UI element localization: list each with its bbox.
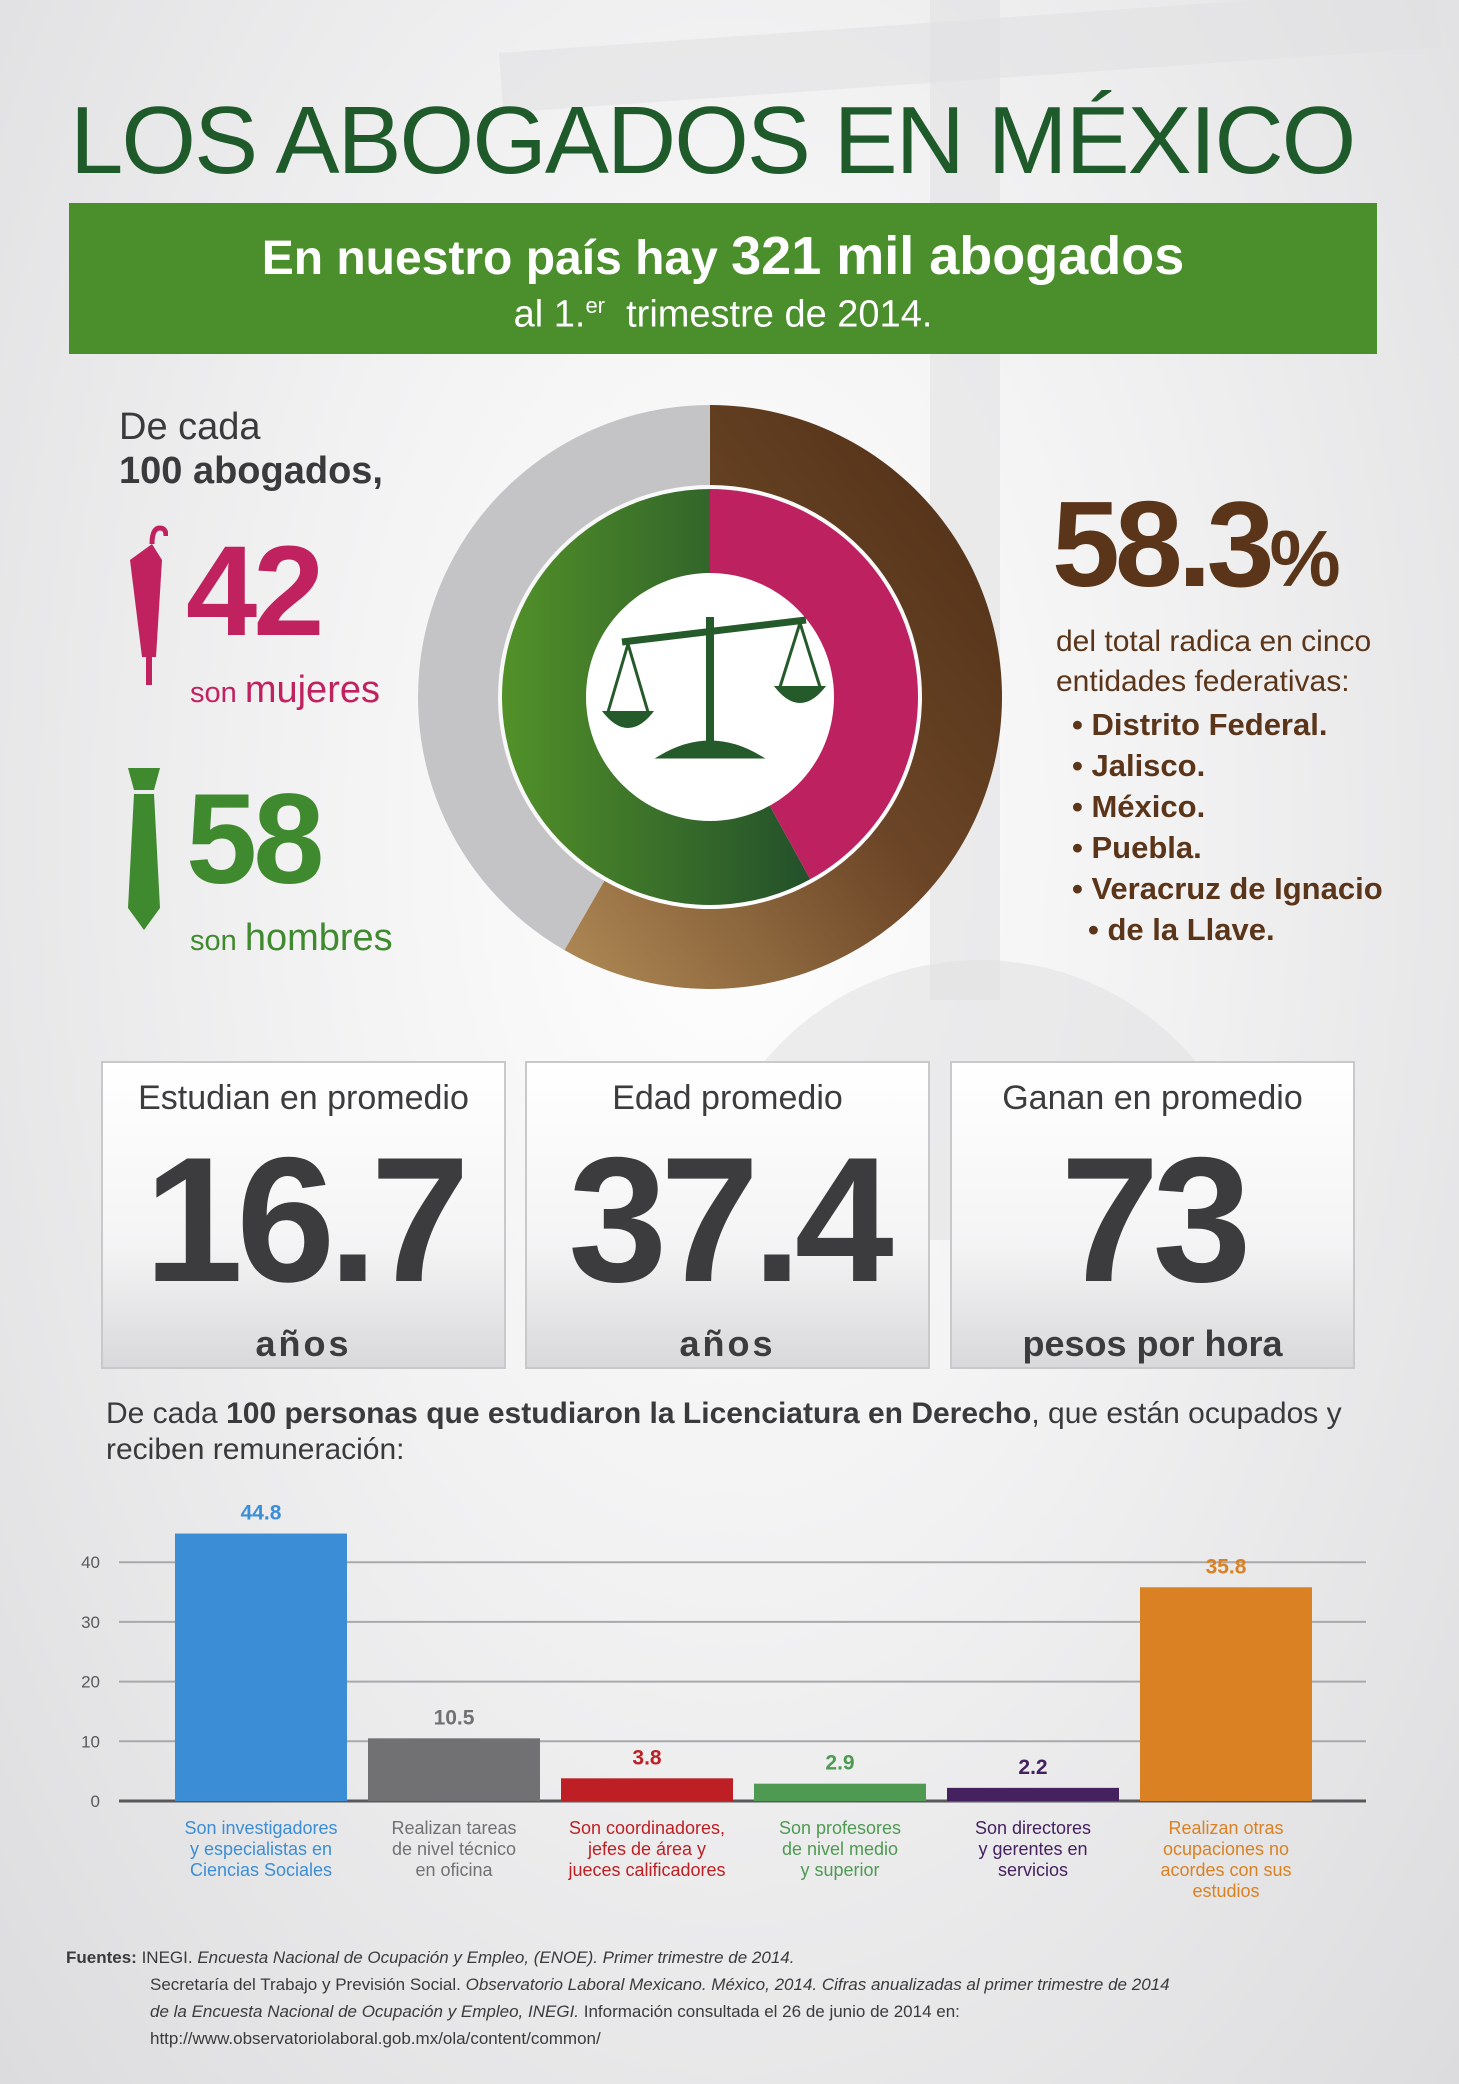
category-label-line: acordes con sus [1160,1860,1292,1880]
bar [947,1787,1119,1801]
category-label: Son profesores de nivel medio y superior [747,1818,933,1881]
category-label-line: Ciencias Sociales [189,1860,333,1880]
gender-intro: De cada 100 abogados, [119,405,383,493]
bar [175,1533,347,1801]
category-label: Realizan tareas de nivel técnico en oficin… [361,1818,547,1881]
intro-line: De cada [119,406,261,448]
stat-label: Edad promedio [612,1079,843,1117]
stat-unit: años [255,1322,352,1364]
stat-box-schooling: Estudian en promedio 16.7 años [101,1061,506,1369]
bar-value-label: 2.9 [825,1752,854,1775]
bar-value-label: 35.8 [1206,1555,1247,1578]
bar [368,1738,540,1801]
stat-label: Ganan en promedio [1002,1079,1303,1117]
category-label-line: en oficina [415,1860,493,1880]
category-label-line: Realizan tareas [391,1818,517,1838]
category-label: Son directores y gerentes en servicios [940,1818,1126,1881]
bar-value-label: 3.8 [632,1746,662,1769]
women-label: son mujeres [190,669,380,711]
category-label-line: jefes de área y [587,1839,707,1859]
scales-of-justice-icon [601,616,827,759]
concentration-percent: 58.3% [1052,476,1341,612]
banner-text: En nuestro país hay [261,232,732,285]
stat-value: 16.7 [144,1120,469,1319]
outer-ring-five-states [564,405,1002,989]
banner-highlight: 321 mil abogados [731,226,1185,286]
category-label-line: Realizan otras [1168,1818,1284,1838]
category-label-line: y gerentes en [978,1839,1088,1859]
states-list: Distrito Federal. Jalisco. México. Puebl… [1072,704,1383,950]
category-label-line: Son coordinadores, [568,1818,726,1838]
men-count: 58 [186,768,324,911]
source-url: http://www.observatoriolaboral.gob.mx/ol… [150,2029,601,2048]
category-label-line: de nivel técnico [391,1839,517,1859]
men-label: son hombres [190,917,393,959]
category-label: Son investigadores y especialistas en Cien… [168,1818,354,1881]
occupation-bar-chart: 0 10 20 30 40 44.8 10.5 3.8 2.9 2.2 35.8 [81,1502,1366,1811]
state-item: Puebla. [1072,827,1383,868]
state-item: Veracruz de Ignacio [1072,868,1382,909]
category-label-line: ocupaciones no [1162,1839,1290,1859]
y-tick-label: 20 [81,1673,100,1692]
bar-value-label: 44.8 [241,1502,282,1525]
y-tick-label: 10 [81,1732,100,1751]
category-label: Son coordinadores, jefes de área y jueces … [554,1818,740,1881]
category-label: Realizan otras ocupaciones no acordes con … [1133,1818,1319,1902]
bar-value-label: 2.2 [1018,1756,1047,1779]
stat-unit: pesos por hora [1022,1322,1283,1364]
category-label-line: estudios [1192,1881,1260,1901]
y-tick-label: 40 [81,1553,100,1572]
state-item: Distrito Federal. [1072,704,1383,745]
tie-icon [128,768,160,930]
stat-box-age: Edad promedio 37.4 años [525,1061,930,1369]
category-label-line: de nivel medio [781,1839,899,1859]
stat-label: Estudian en promedio [138,1079,469,1117]
bar-value-label: 10.5 [434,1706,475,1729]
donut-chart [418,405,1002,989]
concentration-text: del total radica en cinco entidades feder… [1056,625,1372,698]
category-label-line: Son profesores [778,1818,902,1838]
category-label-line: y especialistas en [189,1839,333,1859]
page-title: LOS ABOGADOS EN MÉXICO [70,87,1356,194]
headline-banner: En nuestro país hay 321 mil abogados al … [69,203,1377,354]
y-tick-label: 0 [91,1792,100,1811]
chart-intro: De cada 100 personas que estudiaron la L… [106,1397,1342,1466]
bar [1140,1587,1312,1801]
stat-value: 37.4 [568,1120,893,1319]
outer-ring-rest [418,405,710,951]
y-tick-label: 30 [81,1613,100,1632]
category-label-line: Son directores [974,1818,1092,1838]
state-item: Jalisco. [1072,745,1383,786]
category-label-line: servicios [997,1860,1068,1880]
state-item: México. [1072,786,1383,827]
sources-label: Fuentes: [66,1948,137,1967]
umbrella-icon [130,525,168,685]
banner-subtext: al 1. [513,293,586,336]
bar [754,1783,926,1801]
women-count: 42 [186,520,324,663]
bar [561,1778,733,1801]
state-item-cont: de la Llave. [1072,909,1383,950]
intro-line-bold: 100 abogados, [119,450,383,492]
category-label-line: jueces calificadores [568,1860,726,1880]
banner-subtext-end: trimestre de 2014. [605,293,933,336]
stat-unit: años [679,1322,776,1364]
stat-box-income: Ganan en promedio 73 pesos por hora [950,1061,1355,1369]
stat-value: 73 [1060,1120,1252,1319]
category-label-line: Son investigadores [184,1818,338,1838]
banner-sup: er [585,293,605,318]
sources-footer: Fuentes: INEGI. Encuesta Nacional de Ocu… [66,1944,1426,2052]
category-label-line: y superior [800,1860,880,1880]
